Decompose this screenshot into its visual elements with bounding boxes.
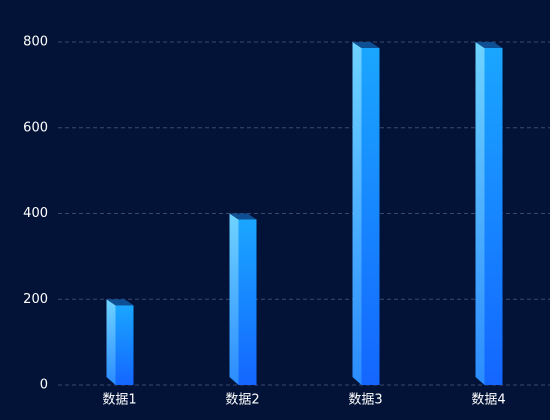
bar: [238, 219, 257, 385]
x-tick-label: 数据1: [102, 393, 136, 408]
y-tick-label: 800: [23, 35, 48, 50]
bar-side: [106, 299, 116, 385]
y-tick-label: 600: [23, 120, 48, 135]
bar-top: [475, 42, 503, 48]
bar-side: [352, 42, 362, 385]
bar-top: [106, 299, 134, 306]
y-tick-label: 400: [23, 206, 48, 221]
bar-top: [352, 42, 380, 48]
bar: [484, 48, 503, 385]
x-tick-label: 数据3: [348, 393, 382, 408]
bar-side: [475, 42, 485, 385]
x-tick-label: 数据2: [225, 393, 259, 408]
y-tick-label: 200: [23, 292, 48, 307]
y-tick-label: 0: [40, 378, 48, 393]
bar-top: [229, 213, 257, 220]
bar-side: [229, 213, 239, 385]
x-tick-label: 数据4: [471, 393, 505, 408]
bar: [361, 48, 380, 385]
bar: [115, 305, 134, 385]
